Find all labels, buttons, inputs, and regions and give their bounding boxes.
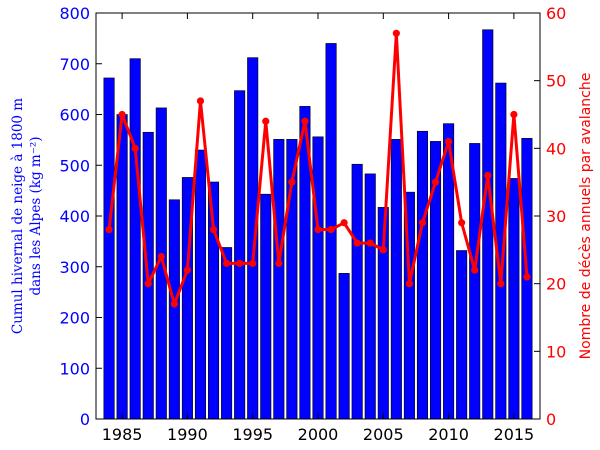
left-tick-label: 700: [59, 55, 90, 74]
bar-2013: [482, 29, 494, 420]
right-axis-label: Nombre de décès annuels par avalanche: [578, 73, 594, 360]
deaths-point-1992: [209, 225, 218, 234]
deaths-point-2008: [418, 219, 427, 227]
deaths-point-2010: [444, 137, 453, 146]
deaths-point-1993: [222, 259, 231, 267]
left-tick-label: 300: [59, 258, 90, 277]
left-tick-label: 600: [59, 106, 90, 125]
bar-1989: [168, 199, 180, 420]
left-tick-label: 200: [59, 309, 90, 328]
x-tick-label: 2015: [494, 425, 535, 444]
bar-2006: [390, 139, 402, 420]
x-tick-label: 1995: [232, 425, 273, 444]
deaths-point-1984: [105, 225, 113, 234]
deaths-point-2015: [510, 110, 518, 119]
deaths-point-1995: [249, 259, 257, 267]
x-tick-label: 1990: [167, 425, 208, 444]
left-tick-label: 0: [80, 410, 90, 429]
deaths-point-2004: [366, 239, 374, 247]
x-tick-label: 2000: [298, 425, 339, 444]
deaths-point-2013: [484, 171, 492, 179]
deaths-point-1986: [131, 144, 139, 152]
bar-1997: [273, 139, 285, 420]
bar-2004: [364, 173, 376, 420]
deaths-point-1988: [157, 253, 165, 261]
x-tick-label: 1985: [102, 425, 143, 444]
bar-2011: [456, 250, 468, 420]
deaths-point-2001: [327, 225, 335, 234]
deaths-point-1987: [144, 280, 152, 288]
right-tick-label: 20: [546, 275, 566, 294]
right-tick-label: 50: [546, 72, 566, 91]
bar-2000: [312, 136, 324, 420]
x-axis: 1985 1990 1995 2000 2005 2010 2015: [102, 13, 534, 444]
deaths-point-2016: [523, 273, 531, 281]
right-tick-label: 30: [546, 207, 566, 226]
deaths-point-1985: [118, 110, 126, 119]
bar-1993: [221, 247, 233, 420]
right-tick-label: 40: [546, 139, 566, 158]
deaths-point-1991: [196, 97, 205, 105]
deaths-point-2011: [458, 219, 466, 227]
right-tick-label: 10: [546, 342, 566, 361]
bar-2015: [508, 178, 520, 420]
bar-2012: [469, 143, 481, 420]
deaths-point-2007: [405, 280, 414, 288]
deaths-point-2006: [392, 29, 400, 37]
deaths-point-1999: [301, 117, 309, 125]
deaths-point-1990: [183, 266, 192, 274]
deaths-point-1997: [275, 259, 283, 267]
deaths-point-2009: [431, 178, 440, 186]
deaths-point-2014: [497, 280, 505, 288]
bar-2002: [338, 273, 350, 420]
deaths-point-1989: [170, 300, 178, 308]
right-axis: 0 10 20 30 40 50 60: [534, 4, 566, 429]
bar-2003: [351, 163, 363, 420]
left-tick-label: 400: [59, 207, 90, 226]
deaths-point-1994: [236, 259, 244, 267]
line-layer: [105, 29, 531, 308]
left-axis-label-line2: dans les Alpes (kg m⁻²): [28, 136, 44, 295]
bar-1986: [129, 58, 141, 420]
bar-1984: [103, 77, 115, 420]
bar-1996: [260, 193, 272, 420]
left-axis: 0 100 200 300 400 500 600 700 800: [59, 4, 102, 429]
bar-1994: [234, 90, 246, 420]
left-tick-label: 500: [59, 156, 90, 175]
left-axis-label-line1: Cumul hivernal de neige à 1800 m: [10, 98, 26, 334]
x-tick-label: 2005: [363, 425, 404, 444]
bar-2008: [416, 130, 428, 420]
bar-1991: [194, 149, 206, 420]
deaths-point-1998: [288, 178, 296, 186]
deaths-point-2000: [314, 225, 322, 234]
left-tick-label: 800: [59, 4, 90, 23]
deaths-point-2012: [471, 266, 479, 274]
deaths-point-2005: [379, 246, 387, 254]
right-tick-label: 0: [546, 410, 556, 429]
x-tick-label: 2010: [428, 425, 469, 444]
deaths-point-2003: [353, 239, 361, 247]
right-tick-label: 60: [546, 4, 566, 23]
deaths-point-1996: [262, 117, 270, 125]
bar-1985: [116, 114, 128, 420]
deaths-point-2002: [340, 219, 348, 227]
left-tick-label: 100: [59, 359, 90, 378]
